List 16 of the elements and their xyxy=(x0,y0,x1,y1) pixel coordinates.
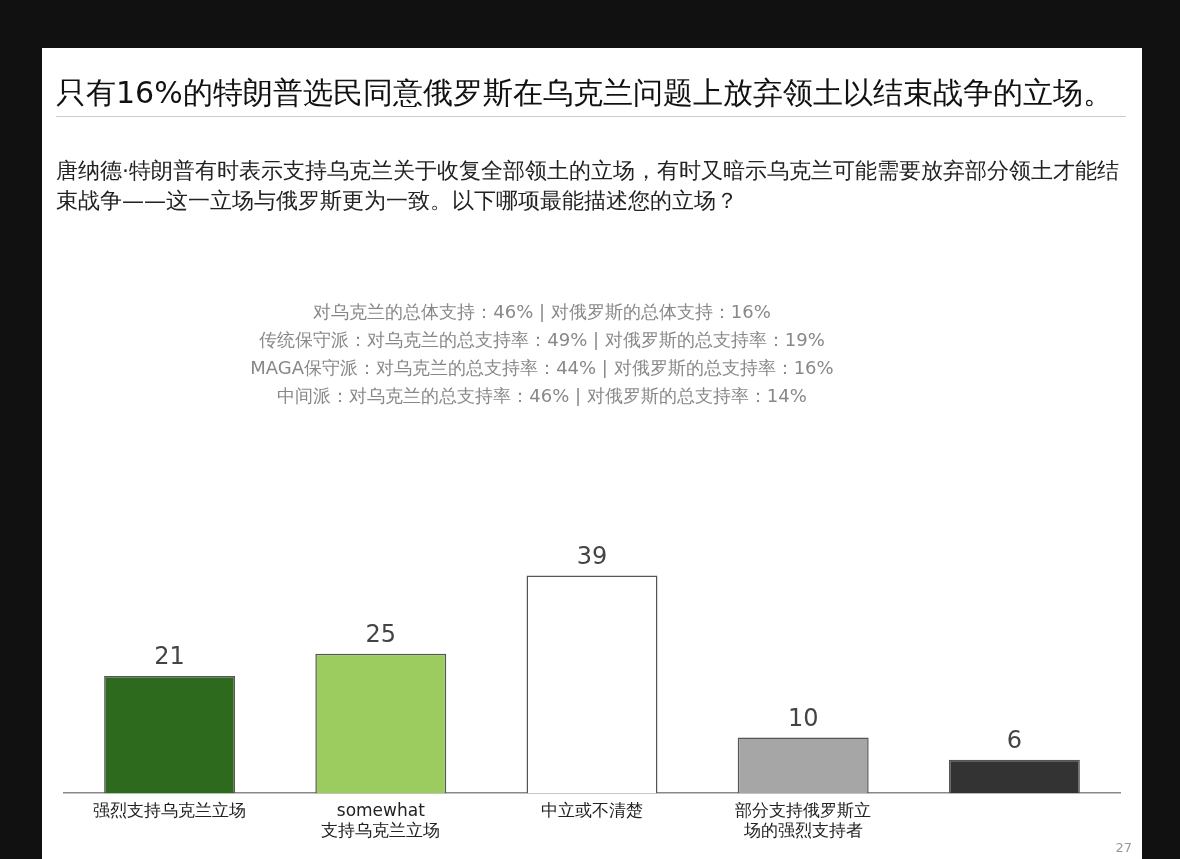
x-tick-label: somewhat支持乌克兰立场 xyxy=(321,799,441,841)
text: 中间派：对乌克兰的总支持率：46% | 对俄罗斯的总支持率：14% xyxy=(276,384,808,408)
text: 27 xyxy=(1115,840,1132,855)
x-tick-label: 中立或不清楚 xyxy=(541,799,643,820)
data-label: 10 xyxy=(787,703,819,732)
text: 传统保守派：对乌克兰的总支持率：49% | 对俄罗斯的总支持率：19% xyxy=(258,328,826,352)
data-label: 6 xyxy=(1006,725,1023,754)
data-label: 39 xyxy=(576,541,608,570)
text: MAGA保守派：对乌克兰的总支持率：44% | 对俄罗斯的总支持率：16% xyxy=(249,356,835,380)
data-label: 21 xyxy=(154,642,185,671)
data-label: 25 xyxy=(365,619,397,648)
x-tick-label: 部分支持俄罗斯立场的强烈支持者 xyxy=(735,799,872,841)
chart-subtitle: 唐纳德·特朗普有时表示支持乌克兰关于收复全部领土的立场，有时又暗示乌克兰可能需要放弃部分领土才能结束战争——这一立场与俄罗斯更为一致。以下哪项最能描述您的立场？ xyxy=(56,157,1120,215)
x-tick-label: 强烈支持乌克兰立场 xyxy=(93,799,247,820)
chart-title: 只有16%的特朗普选民同意俄罗斯在乌克兰问题上放弃领土以结束战争的立场。 xyxy=(56,74,1126,117)
text: 对乌克兰的总体支持：46% | 对俄罗斯的总体支持：16% xyxy=(312,300,772,324)
